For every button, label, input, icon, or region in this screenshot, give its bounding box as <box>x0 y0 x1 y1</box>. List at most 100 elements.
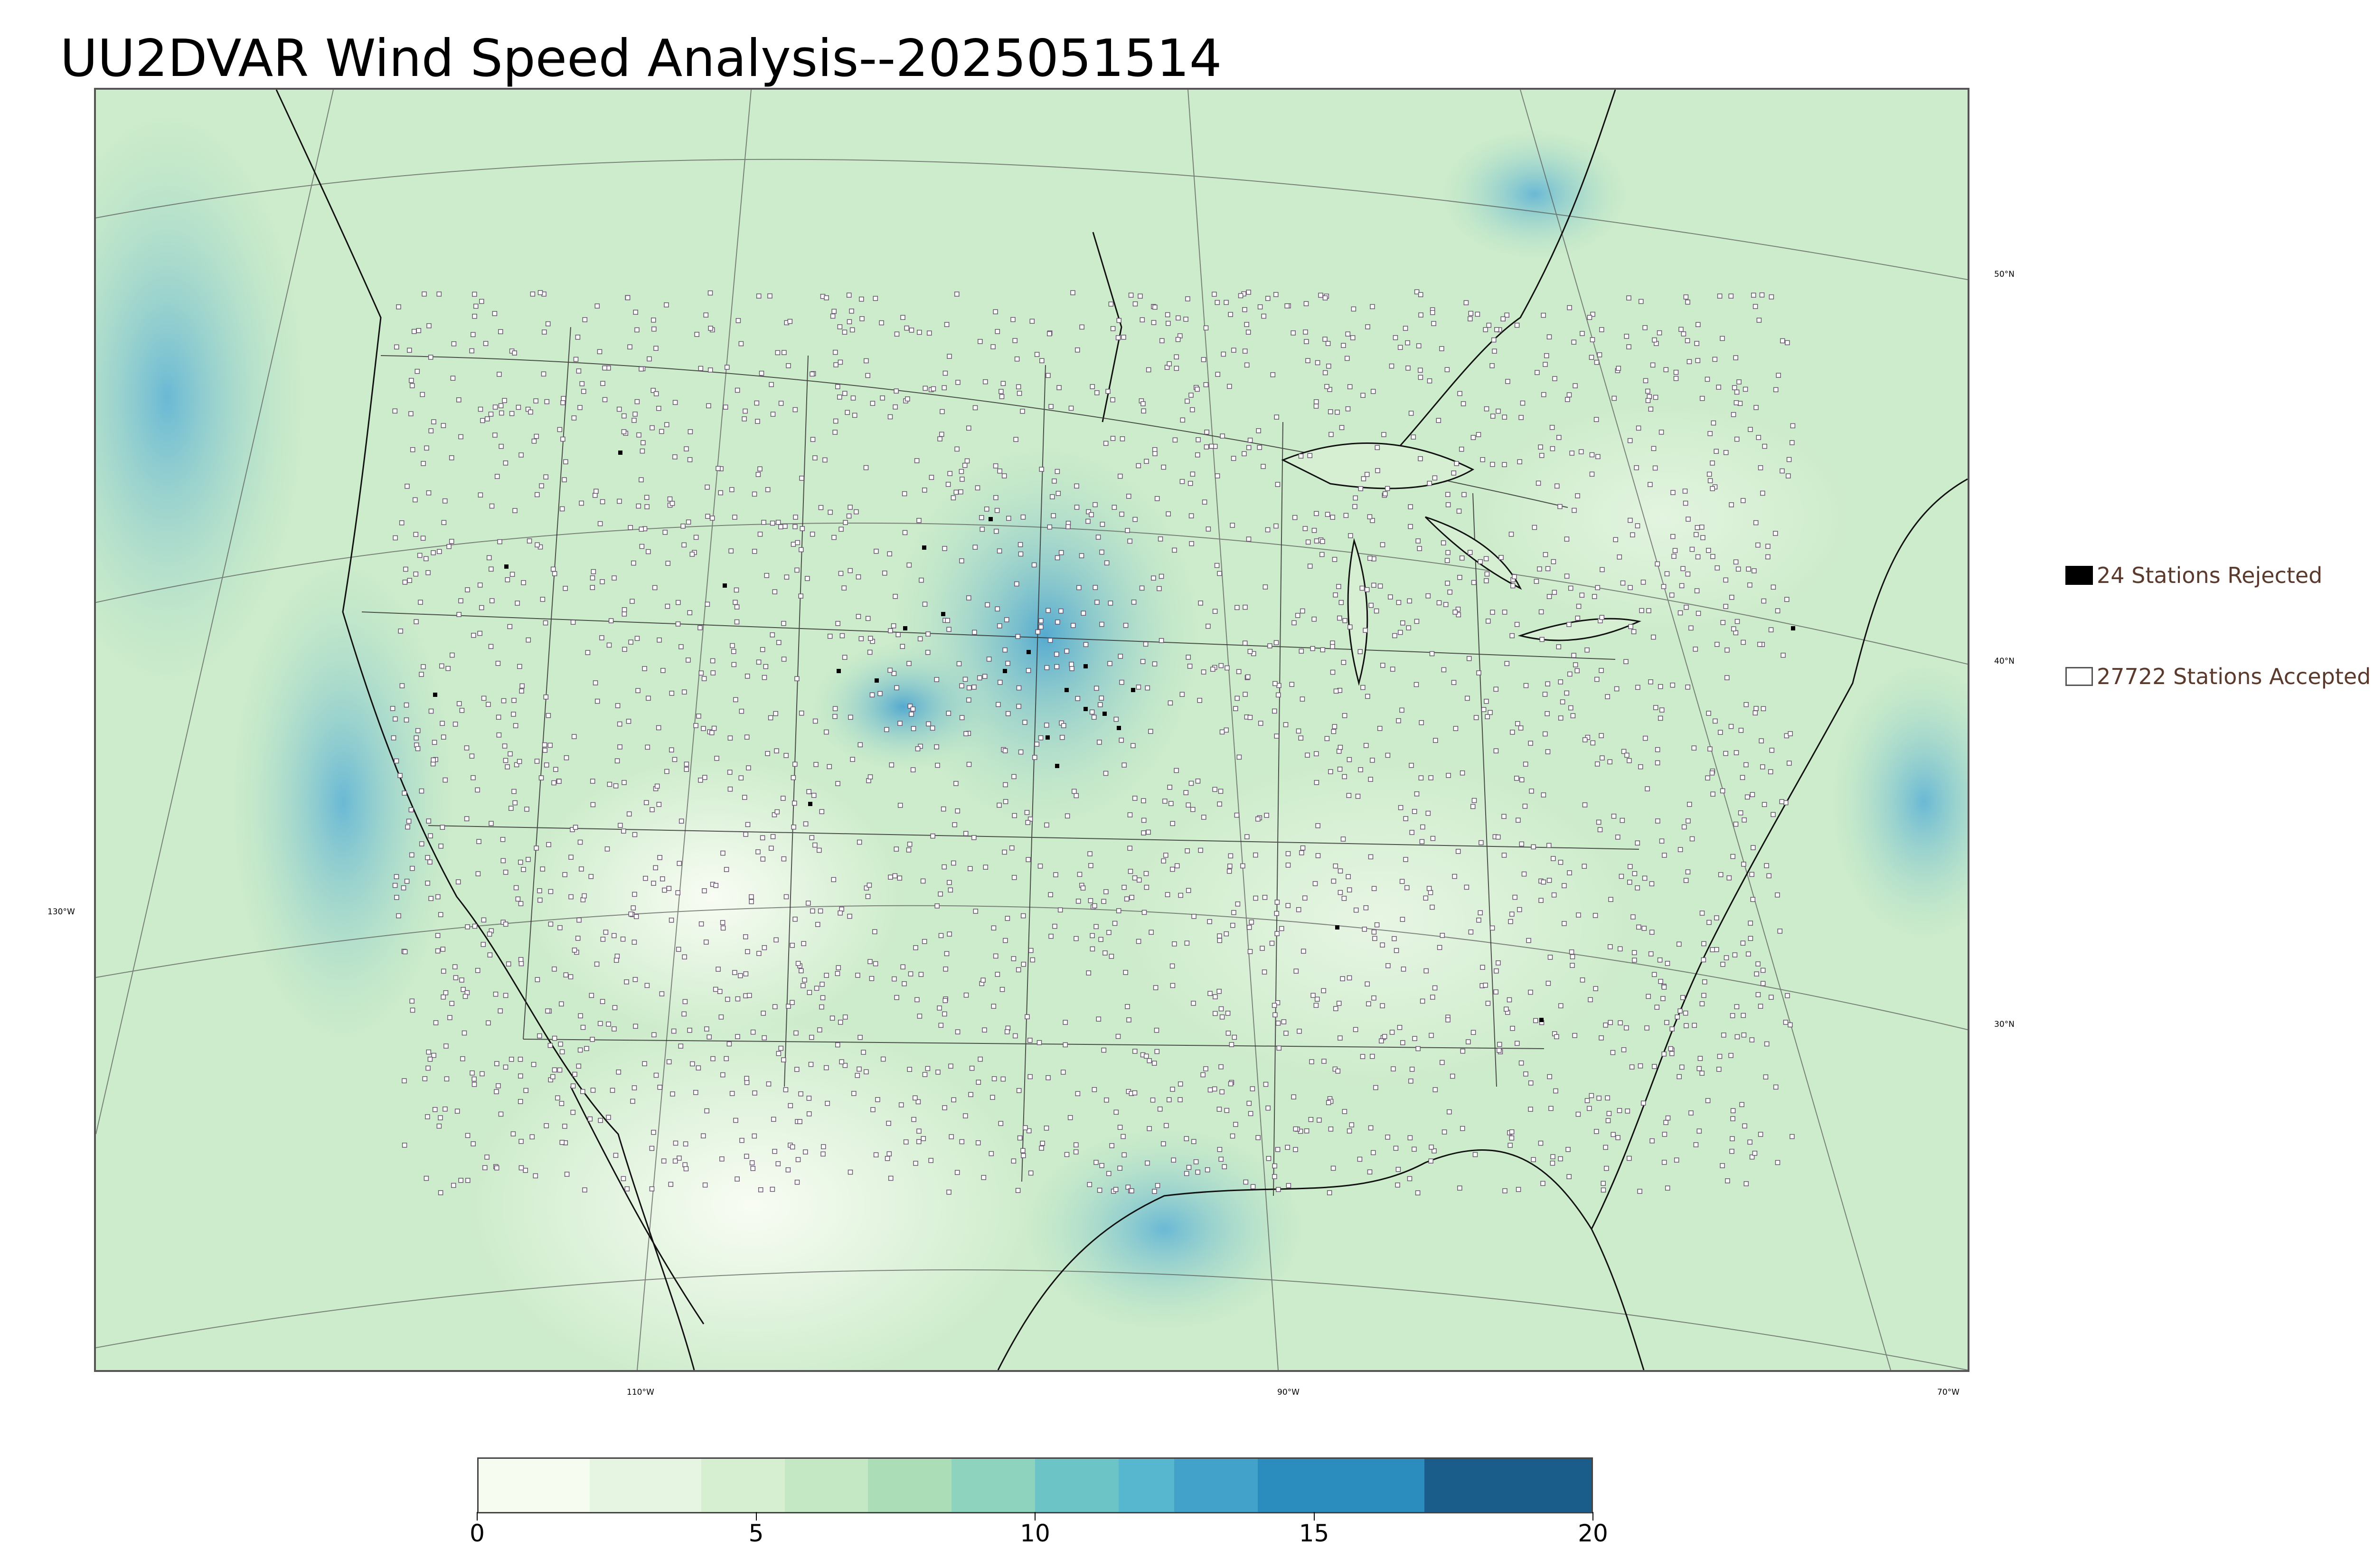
station-accepted-marker <box>869 692 875 698</box>
station-accepted-marker <box>1617 946 1623 952</box>
station-accepted-marker <box>587 1116 593 1122</box>
station-accepted-marker <box>1706 471 1712 477</box>
station-accepted-marker <box>946 711 951 716</box>
station-accepted-marker <box>1110 436 1116 441</box>
station-accepted-marker <box>995 329 1000 334</box>
colorbar-segment <box>590 1459 701 1512</box>
station-accepted-marker <box>440 825 445 830</box>
station-accepted-marker <box>630 1099 635 1104</box>
station-accepted-marker <box>518 1057 523 1062</box>
station-accepted-marker <box>693 723 698 728</box>
station-accepted-marker <box>1576 912 1581 918</box>
station-accepted-marker <box>1058 550 1064 555</box>
station-accepted-marker <box>1681 331 1686 337</box>
station-accepted-marker <box>702 775 707 780</box>
station-accepted-marker <box>954 446 960 452</box>
station-accepted-marker <box>1608 1020 1613 1025</box>
station-accepted-marker <box>1191 1139 1196 1144</box>
station-accepted-marker <box>426 490 432 496</box>
station-accepted-marker <box>675 890 681 895</box>
station-accepted-marker <box>1140 317 1145 322</box>
station-accepted-marker <box>503 758 509 763</box>
station-accepted-marker <box>479 605 484 610</box>
station-accepted-marker <box>1347 887 1352 892</box>
station-accepted-marker <box>744 1076 749 1081</box>
station-accepted-marker <box>1261 313 1266 319</box>
station-accepted-marker <box>947 354 952 359</box>
station-accepted-marker <box>1307 453 1313 458</box>
station-accepted-marker <box>755 419 760 424</box>
station-accepted-marker <box>1389 1030 1395 1035</box>
station-accepted-marker <box>1127 845 1132 851</box>
station-rejected-marker <box>1539 1018 1544 1022</box>
station-accepted-marker <box>1505 379 1510 384</box>
station-accepted-marker <box>1047 524 1053 530</box>
station-accepted-marker <box>1013 1033 1018 1039</box>
station-accepted-marker <box>1762 443 1767 449</box>
station-accepted-marker <box>1635 840 1640 846</box>
station-accepted-marker <box>1616 366 1621 371</box>
station-accepted-marker <box>972 405 978 411</box>
station-accepted-marker <box>1025 820 1031 825</box>
station-accepted-marker <box>1408 524 1413 529</box>
station-accepted-marker <box>1655 747 1660 752</box>
station-accepted-marker <box>1017 542 1023 547</box>
station-accepted-marker <box>761 520 766 525</box>
station-accepted-marker <box>531 1061 537 1067</box>
station-accepted-marker <box>1034 352 1040 357</box>
station-accepted-marker <box>606 642 612 648</box>
station-accepted-marker <box>1247 949 1253 954</box>
station-accepted-marker <box>1412 1146 1417 1152</box>
station-accepted-marker <box>1195 779 1201 784</box>
station-accepted-marker <box>1191 1001 1196 1006</box>
station-accepted-marker <box>847 913 852 919</box>
station-accepted-marker <box>1123 623 1129 628</box>
station-accepted-marker <box>973 909 979 914</box>
station-accepted-marker <box>1162 798 1168 804</box>
station-accepted-marker <box>622 780 627 785</box>
station-accepted-marker <box>1119 679 1124 685</box>
station-accepted-marker <box>1371 582 1376 588</box>
station-accepted-marker <box>1483 983 1488 988</box>
station-accepted-marker <box>603 930 609 935</box>
station-accepted-marker <box>1303 301 1309 306</box>
station-accepted-marker <box>1168 801 1174 806</box>
station-accepted-marker <box>1483 327 1488 332</box>
station-accepted-marker <box>842 329 848 335</box>
station-accepted-marker <box>713 883 719 888</box>
station-accepted-marker <box>656 405 661 411</box>
station-accepted-marker <box>778 524 783 529</box>
station-accepted-marker <box>1734 389 1740 395</box>
station-accepted-marker <box>856 574 861 580</box>
station-accepted-marker <box>557 427 563 432</box>
station-accepted-marker <box>1273 523 1279 529</box>
station-accepted-marker <box>443 1106 448 1112</box>
station-accepted-marker <box>570 1083 576 1089</box>
station-accepted-marker <box>1701 957 1706 963</box>
station-accepted-marker <box>1551 559 1556 564</box>
station-accepted-marker <box>570 1109 576 1115</box>
graticule <box>96 90 1968 1370</box>
station-accepted-marker <box>1333 688 1339 694</box>
station-accepted-marker <box>1786 473 1791 479</box>
station-accepted-marker <box>441 994 446 1000</box>
station-accepted-marker <box>1125 1184 1131 1190</box>
station-accepted-marker <box>1013 437 1018 442</box>
station-accepted-marker <box>1790 440 1795 445</box>
station-accepted-marker <box>1582 802 1588 807</box>
station-accepted-marker <box>1628 624 1633 629</box>
station-accepted-marker <box>671 1028 677 1034</box>
station-accepted-marker <box>865 373 870 378</box>
station-accepted-marker <box>942 1011 947 1017</box>
station-accepted-marker <box>1409 1067 1415 1072</box>
station-accepted-marker <box>669 918 674 923</box>
station-accepted-marker <box>1298 453 1304 459</box>
station-accepted-marker <box>904 325 909 331</box>
station-accepted-marker <box>428 355 433 360</box>
station-accepted-marker <box>636 503 641 509</box>
station-accepted-marker <box>487 952 493 958</box>
station-accepted-marker <box>1016 384 1021 390</box>
lat-label-30n: 30°N <box>1994 1020 2015 1029</box>
station-accepted-marker <box>1696 322 1701 327</box>
station-accepted-marker <box>1441 667 1447 673</box>
